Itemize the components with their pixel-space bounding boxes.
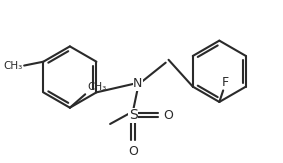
Text: F: F <box>222 75 229 89</box>
Text: O: O <box>128 145 138 158</box>
Text: N: N <box>133 77 143 90</box>
Text: CH₃: CH₃ <box>87 82 106 92</box>
Text: O: O <box>163 109 173 122</box>
Text: CH₃: CH₃ <box>3 60 22 71</box>
Text: S: S <box>129 108 138 122</box>
